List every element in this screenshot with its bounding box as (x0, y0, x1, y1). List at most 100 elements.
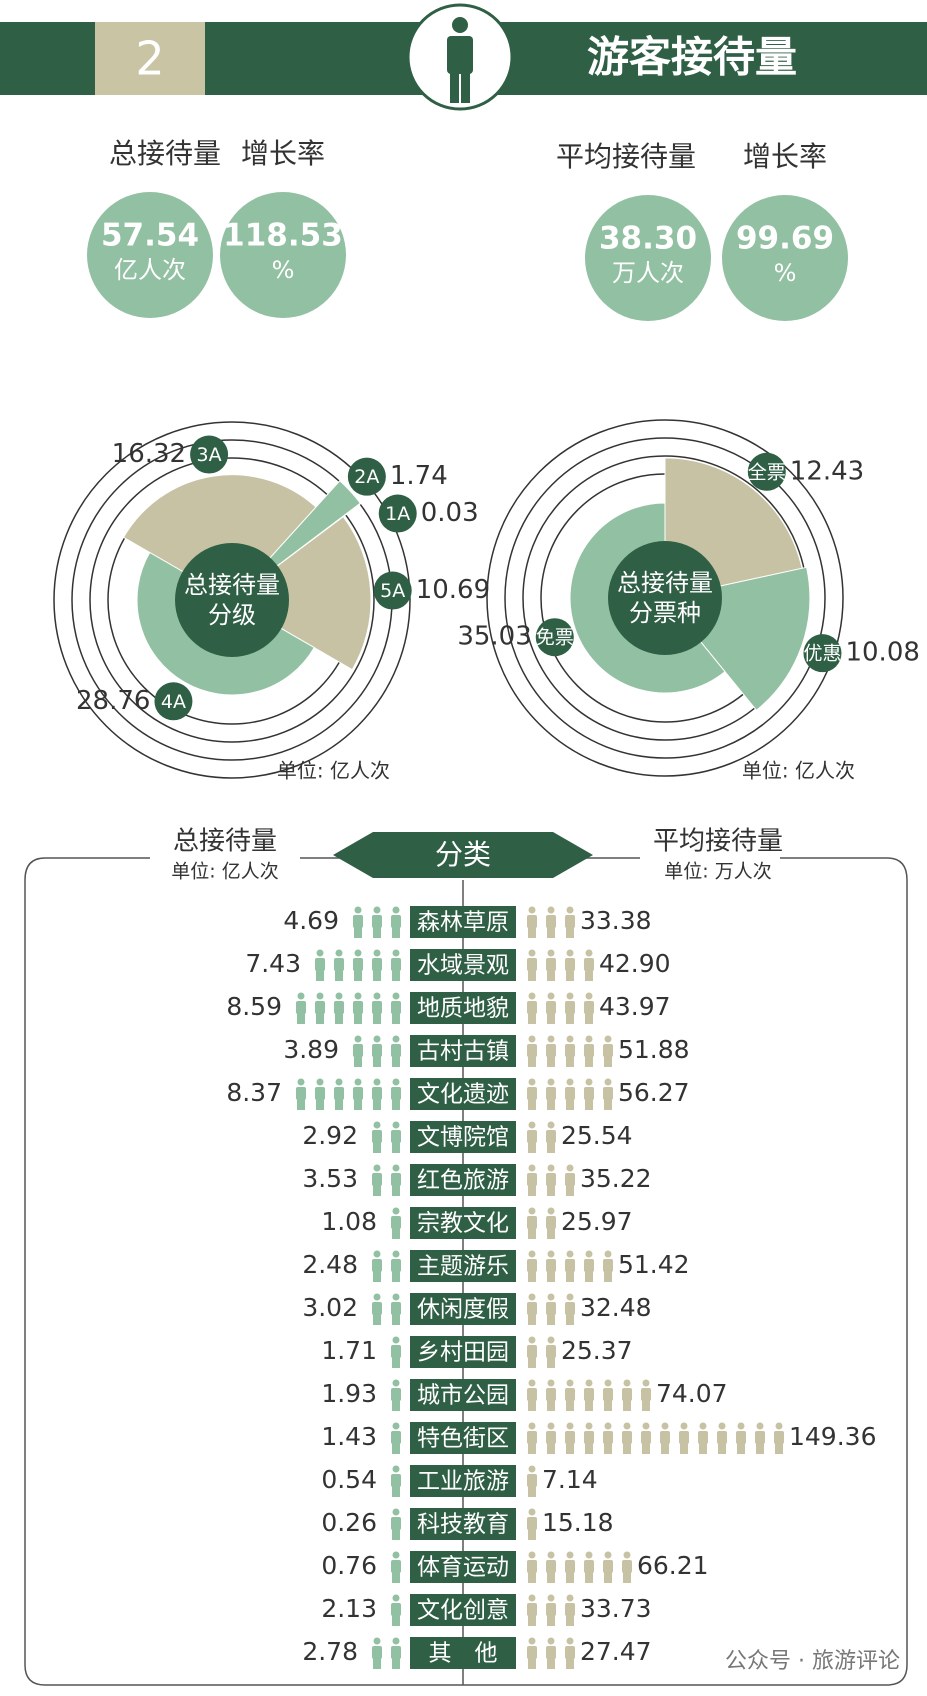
stat-value: 99.69 (736, 221, 834, 257)
icon-head (392, 1594, 400, 1602)
icon-legs (566, 1400, 574, 1411)
icon-head (547, 1551, 555, 1559)
icon-head (392, 949, 400, 957)
icon-group (527, 1637, 575, 1669)
icon-head (547, 1250, 555, 1258)
icon-body (391, 1560, 401, 1573)
icon-group (372, 1250, 401, 1282)
icon-body (391, 1216, 401, 1229)
icon-legs (661, 1443, 669, 1454)
icon-head (528, 1637, 536, 1645)
icon-head (528, 992, 536, 1000)
icon-body (565, 1646, 575, 1659)
icon-head (604, 1422, 612, 1430)
icon-legs (585, 1400, 593, 1411)
icon-legs (316, 1099, 324, 1110)
icon-head (547, 1078, 555, 1086)
icon-group (353, 1035, 401, 1067)
icon-body (546, 1345, 556, 1358)
icon-body (527, 1646, 537, 1659)
icon-head (335, 992, 343, 1000)
category-label: 文化创意 (417, 1598, 509, 1624)
icon-body (565, 958, 575, 971)
icon-body (527, 1087, 537, 1100)
category-box (410, 1164, 516, 1196)
icon-head (528, 1465, 536, 1473)
value-label: 12.43 (790, 456, 864, 486)
icon-legs (547, 1099, 555, 1110)
icon-legs (566, 1615, 574, 1626)
icon-body (565, 1044, 575, 1057)
value-label: 51.88 (618, 1035, 690, 1064)
icon-head (392, 1078, 400, 1086)
icon-body (527, 1560, 537, 1573)
center-label: 分级 (208, 601, 256, 629)
icon-head (528, 1121, 536, 1129)
stat-value: 57.54 (101, 218, 199, 254)
icon-body (565, 1560, 575, 1573)
icon-legs (528, 1142, 536, 1153)
icon-group (296, 992, 401, 1024)
stat-unit: % (272, 256, 295, 284)
value-label: 7.43 (245, 949, 301, 978)
icon-body (546, 1388, 556, 1401)
icon-legs (392, 1314, 400, 1325)
icon-head (623, 1551, 631, 1559)
icon-body (546, 1001, 556, 1014)
icon-head (373, 1078, 381, 1086)
icon-legs (547, 1572, 555, 1583)
icon-head (373, 1250, 381, 1258)
value-label: 16.32 (112, 439, 186, 469)
icon-head (392, 1035, 400, 1043)
icon-head (528, 1508, 536, 1516)
category-box (410, 1508, 516, 1540)
icon-legs (297, 1013, 305, 1024)
icon-legs (585, 1013, 593, 1024)
value-label: 28.76 (76, 686, 150, 716)
icon-head (373, 992, 381, 1000)
icon-head (718, 1422, 726, 1430)
icon-head (547, 1422, 555, 1430)
icon-head (585, 1379, 593, 1387)
center-circle (175, 543, 289, 657)
category-box (410, 1035, 516, 1067)
icon-head (528, 1035, 536, 1043)
icon-head (585, 1250, 593, 1258)
icon-group (527, 949, 594, 981)
category-label: 特色街区 (417, 1426, 509, 1452)
icon-head (316, 992, 324, 1000)
value-label: 51.42 (618, 1250, 690, 1279)
stat-circle (87, 192, 213, 318)
icon-body (755, 1431, 765, 1444)
icon-body (546, 1603, 556, 1616)
icon-body (391, 1388, 401, 1401)
icon-legs (566, 1572, 574, 1583)
icon-legs (604, 1056, 612, 1067)
icon-head (528, 1336, 536, 1344)
icon-body (565, 1388, 575, 1401)
icon-legs (354, 927, 362, 938)
category-label: 体育运动 (417, 1555, 509, 1581)
icon-body (584, 1388, 594, 1401)
category-box (410, 1121, 516, 1153)
icon-body (527, 1474, 537, 1487)
icon-body (527, 915, 537, 928)
badge-label: 免票 (536, 627, 574, 649)
icon-legs (373, 1013, 381, 1024)
icon-head (585, 1078, 593, 1086)
icon-legs (604, 1572, 612, 1583)
icon-head (392, 1379, 400, 1387)
icon-body (584, 1259, 594, 1272)
icon-legs (642, 1400, 650, 1411)
number-box (95, 22, 205, 95)
value-label: 7.14 (542, 1465, 598, 1494)
icon-group (372, 1293, 401, 1325)
icon-legs (528, 1357, 536, 1368)
icon-body (372, 1130, 382, 1143)
icon-body (391, 1130, 401, 1143)
icon-head (297, 1078, 305, 1086)
value-label: 1.74 (390, 461, 448, 491)
stat-label: 总接待量 (109, 137, 221, 170)
icon-head (547, 1164, 555, 1172)
value-label: 0.03 (421, 498, 479, 528)
